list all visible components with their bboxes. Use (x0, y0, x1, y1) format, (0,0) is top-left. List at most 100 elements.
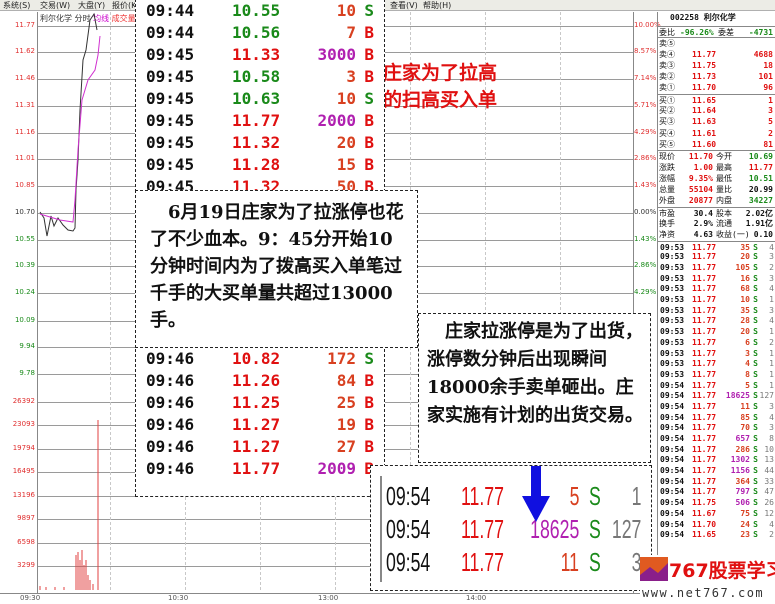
price-axis-label: 11.77 (14, 21, 35, 29)
volume-bars (39, 420, 99, 590)
quote-cell: 09:53 (660, 316, 685, 326)
quote-cell: 09:54 (660, 380, 685, 390)
trade-side: S (589, 481, 601, 511)
tick-row: 09:54 11.77 286 S 10 (658, 444, 775, 455)
quote-cell: 1 (768, 95, 773, 105)
quote-cell: 3 (769, 305, 774, 315)
quote-cell: 09:53 (660, 263, 685, 273)
quote-cell: 换手 (659, 219, 675, 229)
tick-row: 09:53 11.77 10 S 1 (658, 294, 775, 305)
quote-row: 总量 55104 量比 20.99 (658, 184, 775, 195)
quote-cell: 11.77 (692, 444, 717, 454)
tick-row: 09:54 11.77 1302 S 13 (658, 454, 775, 465)
tick-row: 09:54 11.75 506 S 26 (658, 497, 775, 508)
quote-cell: 买② (659, 106, 675, 116)
quote-cell: S (753, 487, 758, 497)
menu-item-2[interactable]: 大盘(Y) (78, 1, 106, 10)
price-axis-label: 11.62 (14, 47, 35, 55)
price-axis-label: 11.46 (14, 74, 35, 82)
volume-label: 成交量 (111, 14, 136, 23)
menu-item-1[interactable]: 交易(W) (40, 1, 71, 10)
quote-cell: 11.77 (692, 295, 717, 305)
trade-time: 09:45 (146, 45, 195, 64)
quote-cell: 09:54 (660, 455, 685, 465)
quote-cell: 11.65 (692, 95, 717, 105)
trade-row: 09:45 11.33 3000 B (136, 45, 386, 67)
quote-cell: 2.02亿 (745, 208, 773, 218)
menu-item-3[interactable]: 报价(K) (112, 1, 140, 10)
tick-row: 09:53 11.77 35 S 4 (658, 240, 775, 252)
quote-cell: 流通 (716, 219, 732, 229)
quote-cell: 506 (735, 498, 750, 508)
pct-axis-label: 4.29% (634, 288, 657, 296)
trade-volume: 18625 (529, 514, 579, 544)
quote-cell: -4731 (748, 28, 773, 37)
trade-volume: 10 (336, 1, 356, 20)
pct-axis-label: 8.57% (634, 47, 657, 55)
menu-item-0[interactable]: 系统(S) (3, 1, 31, 10)
quote-cell: 4 (769, 316, 774, 326)
quote-cell: 11.61 (692, 128, 717, 138)
menu-item-right-1[interactable]: 帮助(H) (423, 1, 452, 10)
quote-cell: 5 (768, 117, 773, 127)
trade-time: 09:46 (146, 349, 195, 368)
quote-cell: 11 (740, 401, 750, 411)
time-axis-label: 13:00 (318, 594, 339, 602)
tick-row: 09:54 11.77 364 S 33 (658, 476, 775, 487)
volume-axis-label: 26392 (12, 397, 35, 405)
quote-row: 买⑤ 11.60 81 (658, 139, 775, 150)
trade-volume: 84 (336, 371, 356, 390)
quote-cell: S (753, 348, 758, 358)
quote-cell: 8 (745, 369, 750, 379)
menu-item-right-0[interactable]: 查看(V) (390, 1, 418, 10)
quote-cell: 24 (740, 519, 750, 529)
tick-row: 09:54 11.77 18625 S 127 (658, 390, 775, 401)
quote-cell: 3 (768, 106, 773, 116)
pct-axis-label: 1.43% (634, 235, 657, 243)
quote-cell: 11.63 (692, 117, 717, 127)
quote-cell: 11.77 (692, 455, 717, 465)
quote-row: 卖④ 11.77 4688 (658, 49, 775, 60)
logo-url: www.net767.com (642, 586, 765, 600)
tick-row: 09:53 11.77 6 S 2 (658, 337, 775, 348)
trade-row: 09:46 11.26 84 B (136, 371, 386, 393)
trade-row: 09:45 11.32 20 B (136, 133, 386, 155)
tick-row: 09:53 11.77 3 S 1 (658, 348, 775, 359)
trade-volume: 25 (336, 393, 356, 412)
quote-cell: 2.9% (693, 219, 713, 229)
trade-row: 09:46 11.77 2009 B (136, 459, 386, 481)
quote-cell: 11.77 (692, 401, 717, 411)
quote-cell: 09:53 (660, 327, 685, 337)
quote-cell: 09:54 (660, 434, 685, 444)
big-trade-row: 09:54 11.77 5 S 1 (371, 480, 653, 514)
tick-row: 09:54 11.77 797 S 47 (658, 486, 775, 497)
quote-row: 委比 -96.26% 委差 -4731 (658, 26, 775, 37)
price-axis-label: 10.09 (14, 316, 35, 324)
trade-row: 09:46 10.82 172 S (136, 349, 386, 371)
price-axis-label: 10.85 (14, 181, 35, 189)
quote-cell: 18625 (725, 391, 750, 401)
quote-cell: 1 (769, 359, 774, 369)
quote-cell: 量比 (716, 185, 732, 195)
trade-volume: 5 (569, 481, 579, 511)
trade-time: 09:46 (146, 393, 195, 412)
tick-row: 09:54 11.77 5 S 1 (658, 380, 775, 391)
quote-cell: 卖① (659, 83, 675, 93)
quote-cell: 35 (740, 242, 750, 252)
trade-price: 11.27 (232, 415, 281, 434)
quote-cell: 今开 (716, 152, 732, 162)
trade-side: B (364, 437, 374, 456)
trade-volume: 27 (336, 437, 356, 456)
vertical-gridline (110, 12, 111, 590)
tick-row: 09:54 11.77 11 S 3 (658, 401, 775, 412)
quote-cell: 09:53 (660, 242, 685, 252)
trade-price: 10.63 (232, 89, 281, 108)
price-axis-label: 10.39 (14, 261, 35, 269)
note-box-2: 庄家拉涨停是为了出货，涨停数分钟后出现瞬间18000余手卖单砸出。庄家实施有计划… (418, 313, 651, 463)
tick-row: 09:54 11.77 657 S 8 (658, 433, 775, 444)
quote-cell: 09:53 (660, 337, 685, 347)
quote-cell: 47 (764, 487, 774, 497)
quote-cell: 委差 (718, 28, 734, 37)
quote-cell: S (753, 305, 758, 315)
trade-row: 09:46 11.27 19 B (136, 415, 386, 437)
